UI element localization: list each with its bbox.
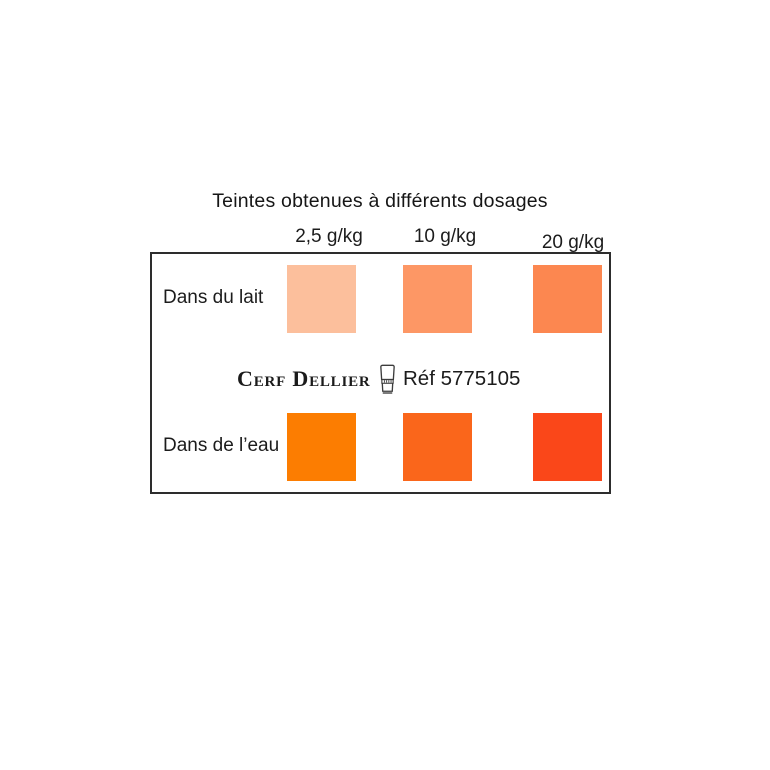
row-label-water: Dans de l’eau [163, 435, 280, 456]
brand-row: Cerf Dellier [237, 362, 399, 396]
swatch-table-border [150, 252, 611, 494]
column-header-dosage-1: 2,5 g/kg [295, 226, 363, 247]
swatch-milk-dosage-2 [403, 265, 472, 333]
chart-title: Teintes obtenues à différents dosages [212, 190, 548, 212]
row-label-milk: Dans du lait [163, 287, 264, 308]
product-reference: Réf 5775105 [403, 367, 521, 390]
swatch-water-dosage-1 [287, 413, 356, 481]
column-header-dosage-2: 10 g/kg [413, 226, 477, 247]
chef-toque-icon [376, 364, 399, 395]
swatch-water-dosage-2 [403, 413, 472, 481]
swatch-water-dosage-3 [533, 413, 602, 481]
swatch-milk-dosage-3 [533, 265, 602, 333]
column-header-dosage-3: 20 g/kg [541, 232, 605, 253]
swatch-milk-dosage-1 [287, 265, 356, 333]
brand-logo-text: Cerf Dellier [237, 366, 371, 391]
